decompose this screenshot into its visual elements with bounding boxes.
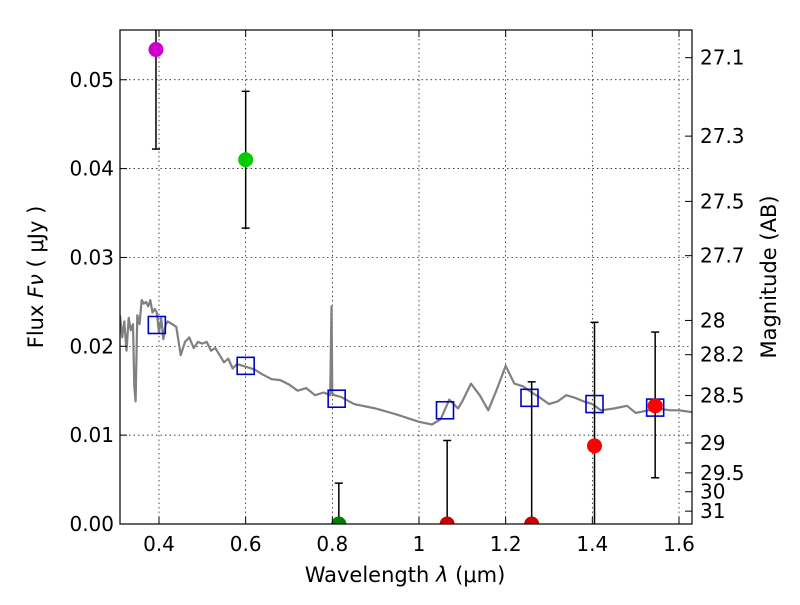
mag-tick-label: 27.7	[700, 244, 745, 268]
grid	[120, 30, 692, 525]
axis-ticks: 0.4 0.6 0.8 1 1.2 1.4 1.6 0.00 0.01 0.02 0.03 0.04 0…	[69, 30, 745, 556]
x-tick-label: 0.4	[143, 532, 175, 556]
y-tick-label: 0.04	[69, 157, 114, 181]
plot-series	[120, 30, 692, 524]
x-tick-label: 1.4	[576, 532, 608, 556]
observed-point	[331, 516, 347, 524]
observed-point	[587, 438, 602, 454]
plot-frame	[119, 29, 693, 525]
mag-tick-label: 31	[700, 499, 725, 523]
model-square-point	[520, 388, 539, 408]
x-tick-label: 1.2	[490, 532, 522, 556]
x-tick-label: 1.6	[663, 532, 695, 556]
mag-tick-label: 30	[700, 480, 725, 504]
observed-point	[524, 516, 540, 524]
mag-tick-label: 29.5	[700, 461, 745, 485]
mag-tick-label: 27.1	[700, 46, 745, 70]
observed-point	[647, 398, 663, 414]
observed-point	[148, 42, 164, 58]
observed-point	[439, 516, 455, 524]
x-tick-label: 0.8	[316, 532, 348, 556]
mag-tick-label: 27.3	[700, 124, 745, 148]
y-tick-label: 0.00	[69, 512, 114, 536]
model-square-point	[327, 389, 346, 409]
model-square-point	[435, 400, 455, 420]
x-tick-label: 1	[413, 532, 426, 556]
series-line-model-sed	[120, 299, 692, 426]
mag-tick-label: 27.5	[700, 189, 745, 213]
y-axis-title: Flux Fν ( μJy )	[24, 206, 48, 349]
model-square-point	[147, 315, 167, 335]
y-tick-label: 0.01	[69, 423, 114, 447]
y-tick-label: 0.03	[69, 245, 114, 269]
x-axis-title: Wavelength λ (μm)	[305, 563, 506, 587]
mag-tick-label: 29	[700, 431, 725, 455]
right-axis-title: Magnitude (AB)	[757, 195, 781, 358]
y-tick-label: 0.02	[69, 334, 114, 358]
mag-tick-label: 28.2	[700, 343, 745, 367]
y-tick-label: 0.05	[69, 68, 114, 92]
model-square-point	[236, 356, 255, 376]
mag-tick-label: 28.5	[700, 384, 745, 408]
mag-tick-label: 28	[700, 308, 725, 332]
observed-point	[238, 152, 254, 168]
x-tick-label: 0.6	[230, 532, 262, 556]
plot-border	[119, 29, 693, 525]
